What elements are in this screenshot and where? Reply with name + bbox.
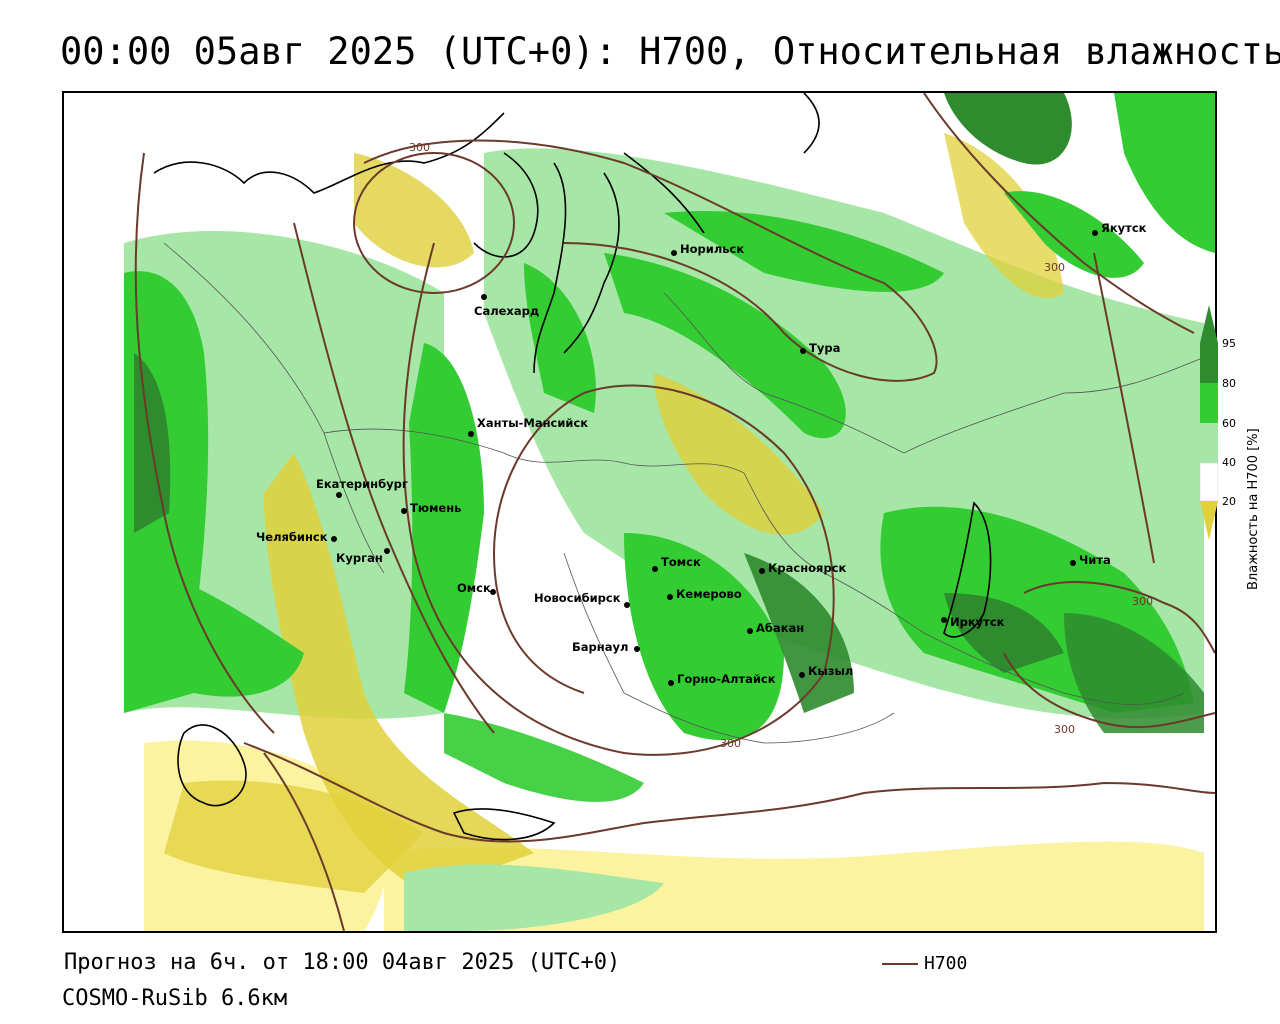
colorbar-label: Влажность на H700 [%] (1246, 428, 1261, 590)
city-label: Красноярск (768, 561, 846, 575)
city-label: Тура (809, 341, 840, 355)
colorbar-tick: 95 (1222, 337, 1236, 350)
city-label: Иркутск (950, 615, 1005, 629)
colorbar-tick: 80 (1222, 377, 1236, 390)
humidity-map: 300 300 300 300 300 Якутск Норильск Сале… (62, 91, 1217, 933)
colorbar-segment-40 (1200, 462, 1218, 502)
contour-label: 300 (720, 737, 741, 750)
contour-legend: H700 (882, 953, 967, 974)
city-label: Норильск (680, 242, 744, 256)
city-label: Томск (661, 555, 701, 569)
city-label: Омск (457, 581, 491, 595)
city-label: Горно-Алтайск (677, 672, 776, 686)
city-label: Кызыл (808, 664, 853, 678)
contour-labels: 300 300 300 300 300 (409, 141, 1153, 750)
contour-legend-label: H700 (924, 953, 968, 974)
contour-legend-line (882, 962, 918, 965)
colorbar-bottom-arrow (1200, 501, 1218, 540)
colorbar-segment-60 (1200, 423, 1218, 463)
city-label: Барнаул (572, 640, 628, 654)
colorbar-segment-95 (1200, 343, 1218, 383)
colorbar-tick: 20 (1222, 495, 1236, 508)
city-label: Салехард (474, 304, 539, 318)
city-label: Чита (1079, 553, 1111, 567)
contour-label: 300 (1132, 595, 1153, 608)
city-label: Екатеринбург (316, 477, 408, 491)
city-label: Ханты-Мансийск (477, 416, 588, 430)
map-canvas: 300 300 300 300 300 Якутск Норильск Сале… (64, 93, 1215, 931)
city-label: Челябинск (256, 530, 328, 544)
city-label: Курган (336, 551, 383, 565)
city-label: Кемерово (676, 587, 742, 601)
contour-label: 300 (1044, 261, 1065, 274)
colorbar-top-arrow (1200, 305, 1218, 343)
contour-label: 300 (409, 141, 430, 154)
city-label: Якутск (1101, 221, 1147, 235)
city-label: Новосибирск (534, 591, 621, 605)
city-label: Тюмень (410, 501, 461, 515)
city-label: Абакан (756, 621, 804, 635)
colorbar-segment-80 (1200, 383, 1218, 423)
colorbar-tick: 60 (1222, 417, 1236, 430)
contour-label: 300 (1054, 723, 1075, 736)
forecast-info: Прогноз на 6ч. от 18:00 04авг 2025 (UTC+… (64, 950, 621, 975)
model-name: COSMO-RuSib 6.6км (62, 986, 288, 1011)
city-markers: Якутск Норильск Салехард Тура Ханты-Манс… (256, 221, 1147, 686)
colorbar-tick: 40 (1222, 456, 1236, 469)
map-title: 00:00 05авг 2025 (UTC+0): H700, Относите… (60, 30, 1280, 73)
humidity-colorbar (1200, 305, 1218, 540)
